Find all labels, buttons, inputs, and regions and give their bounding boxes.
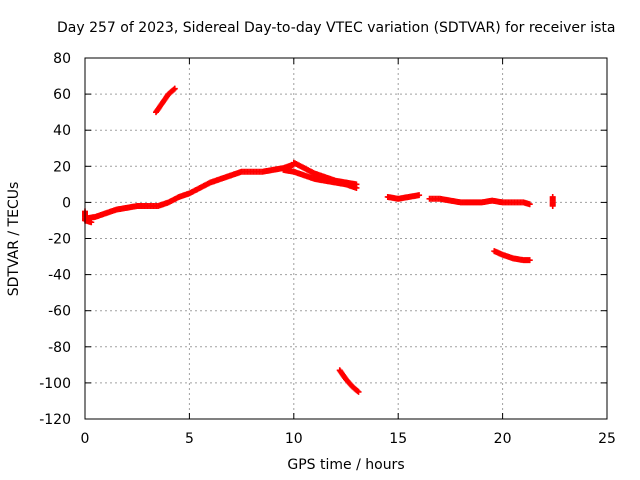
- data-point: [416, 192, 423, 199]
- y-tick-label: -100: [39, 376, 71, 392]
- x-tick-label: 5: [185, 431, 194, 447]
- y-tick-label: -20: [48, 232, 71, 248]
- y-tick-label: -80: [48, 340, 71, 356]
- data-point: [171, 85, 178, 92]
- grid: [85, 58, 607, 419]
- y-axis-label: SDTVAR / TECUs: [6, 181, 22, 297]
- data-point: [88, 219, 95, 226]
- y-tick-label: 0: [62, 195, 71, 211]
- data-point: [353, 184, 360, 191]
- data-series: [82, 85, 556, 395]
- y-tick-label: -40: [48, 268, 71, 284]
- y-tick-label: 60: [53, 87, 71, 103]
- series-main-arc: [82, 161, 297, 222]
- series-afternoon-1: [384, 192, 423, 202]
- series-afternoon-2: [426, 195, 533, 208]
- x-tick-label: 25: [598, 431, 616, 447]
- tick-labels: 0 5 10 15 20 25 -120 -100 -80 -60 -40 -20 0 20 40 60 80: [39, 51, 616, 447]
- x-tick-label: 10: [285, 431, 303, 447]
- plot-frame: [84, 57, 608, 420]
- y-tick-label: -60: [48, 304, 71, 320]
- data-point: [355, 388, 362, 395]
- data-point: [549, 203, 556, 210]
- x-axis-label: GPS time / hours: [287, 457, 405, 473]
- data-point: [526, 201, 533, 208]
- series-high-spike: [152, 85, 178, 116]
- data-point: [354, 388, 361, 395]
- series-arc-lower: [280, 166, 360, 191]
- y-tick-label: -120: [39, 412, 71, 428]
- x-tick-label: 0: [81, 431, 90, 447]
- series-late-point: [549, 193, 556, 210]
- x-tick-label: 15: [389, 431, 407, 447]
- data-point: [526, 257, 533, 264]
- series-afternoon-neg: [491, 248, 533, 264]
- data-point: [170, 86, 177, 93]
- y-tick-label: 80: [53, 51, 71, 67]
- y-tick-label: 20: [53, 159, 71, 175]
- y-tick-label: 40: [53, 123, 71, 139]
- series-low-spike: [336, 367, 362, 395]
- chart-title: Day 257 of 2023, Sidereal Day-to-day VTE…: [57, 20, 616, 36]
- x-tick-label: 20: [494, 431, 512, 447]
